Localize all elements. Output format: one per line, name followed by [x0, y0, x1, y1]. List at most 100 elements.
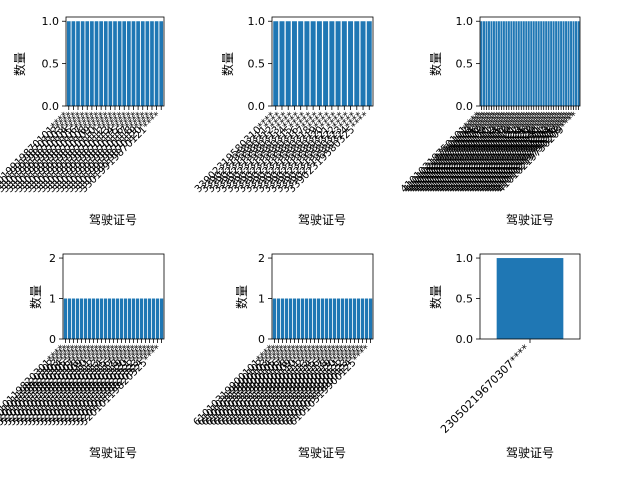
x-axis-label: 驾驶证号: [298, 445, 346, 460]
bar: [530, 21, 533, 107]
bar: [91, 298, 96, 339]
bar: [94, 21, 99, 107]
y-axis-label: 数量: [428, 285, 443, 309]
bar: [575, 21, 578, 107]
bar: [272, 298, 277, 339]
bar: [300, 298, 305, 339]
bar: [135, 298, 140, 339]
subplot-3: 0.00.51.041010219750101****4101021975010…: [399, 15, 581, 227]
bar: [284, 298, 289, 339]
bar: [324, 298, 329, 339]
bar: [495, 21, 498, 107]
bar: [71, 298, 76, 339]
y-tick-label: 0.5: [456, 58, 474, 71]
bar: [143, 298, 148, 339]
bar: [517, 21, 520, 107]
bar: [507, 21, 510, 107]
x-axis-label: 驾驶证号: [89, 445, 137, 460]
bar: [532, 21, 535, 107]
bar: [308, 298, 313, 339]
bar: [328, 298, 333, 339]
bar: [276, 298, 281, 339]
bar: [85, 21, 90, 107]
bar: [341, 21, 347, 107]
bar: [75, 298, 80, 339]
bar: [366, 21, 372, 107]
bar: [360, 21, 366, 107]
bar: [155, 298, 160, 339]
bar: [510, 21, 513, 107]
bar: [344, 298, 349, 339]
subplot-2: 0.00.51.033902319580310****3390231958031…: [193, 15, 374, 227]
bar: [335, 21, 341, 107]
bar: [348, 298, 353, 339]
bar: [127, 21, 131, 107]
bar: [122, 21, 127, 107]
bar: [71, 21, 76, 107]
subplot-6: 0.0 0.5 1.0 23050219670307**** 驾驶证号 数量: [428, 252, 581, 460]
bar: [542, 21, 545, 107]
bar: [485, 21, 488, 107]
bar: [492, 21, 495, 107]
bar: [113, 21, 117, 107]
bar: [364, 298, 369, 339]
bar: [310, 21, 316, 107]
bar: [480, 21, 483, 107]
bar: [352, 298, 357, 339]
bar: [562, 21, 565, 107]
bar: [147, 298, 152, 339]
axes-frame: [271, 16, 374, 107]
bar: [107, 298, 112, 339]
subplot-5: 01261010319900101****61010319900102****6…: [192, 252, 374, 460]
y-axis-label: 数量: [220, 52, 235, 76]
bar: [103, 298, 108, 339]
bar: [496, 258, 564, 339]
bar: [95, 298, 100, 339]
bar: [336, 298, 341, 339]
bar: [515, 21, 518, 107]
bar: [560, 21, 563, 107]
bar: [80, 21, 85, 107]
bar: [490, 21, 493, 107]
x-axis-label: 驾驶证号: [506, 445, 554, 460]
bar: [323, 21, 329, 107]
bar: [119, 298, 124, 339]
bar: [159, 298, 164, 339]
bar: [552, 21, 555, 107]
y-tick-label: 1: [258, 293, 265, 306]
bar: [291, 21, 297, 107]
bar: [145, 21, 150, 107]
bar: [304, 298, 309, 339]
bar: [127, 298, 132, 339]
x-tick-label: 23050219670307****: [438, 342, 532, 436]
bar: [279, 21, 285, 107]
y-tick-label: 0.0: [456, 100, 474, 113]
y-tick-label: 1.0: [456, 252, 474, 265]
y-tick-label: 1.0: [456, 15, 474, 28]
bar: [131, 21, 136, 107]
bar: [360, 298, 365, 339]
subplot-4: 01252010119820301****52010119820302****5…: [0, 252, 165, 460]
bar: [292, 298, 297, 339]
bar: [140, 21, 145, 107]
bar: [63, 298, 68, 339]
y-tick-label: 2: [258, 252, 265, 265]
bar: [66, 21, 71, 107]
bar: [557, 21, 560, 107]
bar: [159, 21, 164, 107]
bar: [340, 298, 345, 339]
y-axis-label: 数量: [234, 285, 249, 309]
bar: [312, 298, 317, 339]
y-tick-label: 0.0: [456, 333, 474, 346]
bar: [280, 298, 285, 339]
bar: [285, 21, 291, 107]
bar: [555, 21, 558, 107]
bar: [527, 21, 530, 107]
bar: [540, 21, 543, 107]
bar: [136, 21, 140, 107]
bar: [525, 21, 528, 107]
bar: [115, 298, 120, 339]
bar: [512, 21, 515, 107]
bar: [151, 298, 156, 339]
y-axis-label: 数量: [12, 52, 27, 76]
